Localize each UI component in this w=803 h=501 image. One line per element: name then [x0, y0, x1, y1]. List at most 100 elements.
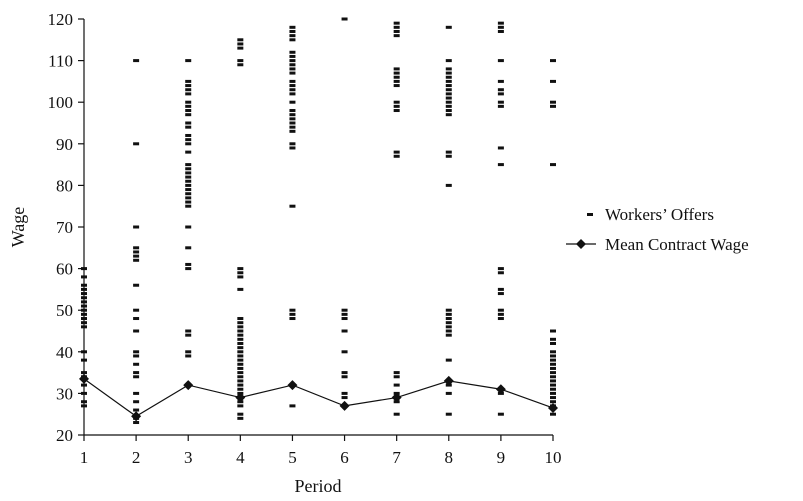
offer-point	[133, 400, 140, 404]
offer-point	[497, 100, 504, 104]
offer-point	[497, 92, 504, 96]
offer-point	[445, 88, 452, 92]
workers-offers-series	[81, 17, 556, 425]
offer-point	[185, 171, 192, 175]
offer-point	[185, 329, 192, 333]
offer-point	[237, 379, 244, 383]
y-tick-label: 40	[56, 343, 73, 362]
offer-point	[289, 59, 296, 63]
offer-point	[550, 350, 556, 354]
offer-point	[185, 150, 192, 154]
offer-point	[497, 88, 504, 92]
offer-point	[550, 358, 556, 362]
offer-point	[185, 188, 192, 192]
offer-point	[185, 246, 192, 250]
mean-wage-point	[548, 402, 558, 413]
offer-point	[445, 79, 452, 83]
offer-point	[185, 133, 192, 137]
offer-point	[445, 308, 452, 312]
y-tick-label: 20	[56, 426, 73, 445]
offer-point	[445, 333, 452, 337]
offer-point	[237, 267, 244, 271]
offer-point	[393, 21, 400, 25]
offer-point	[393, 371, 400, 375]
offer-point	[341, 350, 348, 354]
offer-point	[289, 38, 296, 42]
offer-point	[289, 317, 296, 321]
legend-mean-label: Mean Contract Wage	[605, 235, 749, 254]
offer-point	[497, 163, 504, 167]
offer-point	[393, 71, 400, 75]
offer-point	[81, 292, 87, 296]
offer-point	[497, 25, 504, 29]
offer-point	[393, 29, 400, 33]
offer-point	[445, 25, 452, 29]
offer-point	[550, 396, 556, 400]
offer-point	[445, 100, 452, 104]
offer-point	[81, 404, 87, 408]
offer-point	[133, 421, 140, 425]
offer-point	[445, 113, 452, 117]
offer-point	[289, 54, 296, 58]
offer-point	[289, 50, 296, 54]
y-tick-label: 30	[56, 384, 73, 403]
x-axis-title: Period	[295, 476, 342, 496]
offer-point	[185, 142, 192, 146]
offer-point	[445, 329, 452, 333]
offer-point	[393, 34, 400, 38]
offer-point	[289, 117, 296, 121]
x-tick-label: 8	[445, 448, 454, 467]
offer-point	[550, 366, 556, 370]
y-tick-label: 110	[48, 52, 73, 71]
mean-wage-point	[183, 380, 194, 391]
offer-point	[185, 59, 192, 63]
offer-point	[550, 163, 556, 167]
x-tick-label: 4	[236, 448, 245, 467]
offer-point	[237, 42, 244, 46]
x-tick-label: 9	[497, 448, 506, 467]
offer-point	[185, 138, 192, 142]
offer-point	[445, 317, 452, 321]
offer-point	[81, 296, 87, 300]
offer-point	[289, 312, 296, 316]
offer-point	[289, 109, 296, 113]
y-tick-label: 90	[56, 135, 73, 154]
offer-point	[393, 100, 400, 104]
offer-point	[289, 71, 296, 75]
y-tick-label: 60	[56, 260, 73, 279]
legend-offers-marker	[587, 213, 593, 216]
offer-point	[185, 92, 192, 96]
offer-point	[237, 59, 244, 63]
offer-point	[133, 225, 140, 229]
offer-point	[185, 267, 192, 271]
offer-point	[81, 267, 87, 271]
offer-point	[289, 92, 296, 96]
offer-point	[445, 96, 452, 100]
offer-point	[237, 371, 244, 375]
offer-point	[237, 416, 244, 420]
offer-point	[393, 84, 400, 88]
offer-point	[289, 113, 296, 117]
offer-point	[185, 88, 192, 92]
offer-point	[185, 163, 192, 167]
x-tick-label: 7	[392, 448, 401, 467]
legend: Workers’ Offers Mean Contract Wage	[566, 205, 749, 254]
offer-point	[445, 75, 452, 79]
offer-point	[133, 371, 140, 375]
y-ticks: 20 30 40 50 60 70 80 90 100 110 120	[48, 10, 84, 445]
offer-point	[81, 275, 87, 279]
offer-point	[237, 375, 244, 379]
offer-point	[133, 408, 140, 412]
offer-point	[81, 304, 87, 308]
offer-point	[497, 267, 504, 271]
offer-point	[497, 317, 504, 321]
offer-point	[550, 79, 556, 83]
offer-point	[133, 142, 140, 146]
offer-point	[341, 375, 348, 379]
offer-point	[289, 63, 296, 67]
offer-point	[445, 321, 452, 325]
offer-point	[81, 300, 87, 304]
offer-point	[237, 404, 244, 408]
offer-point	[185, 333, 192, 337]
offer-point	[237, 358, 244, 362]
